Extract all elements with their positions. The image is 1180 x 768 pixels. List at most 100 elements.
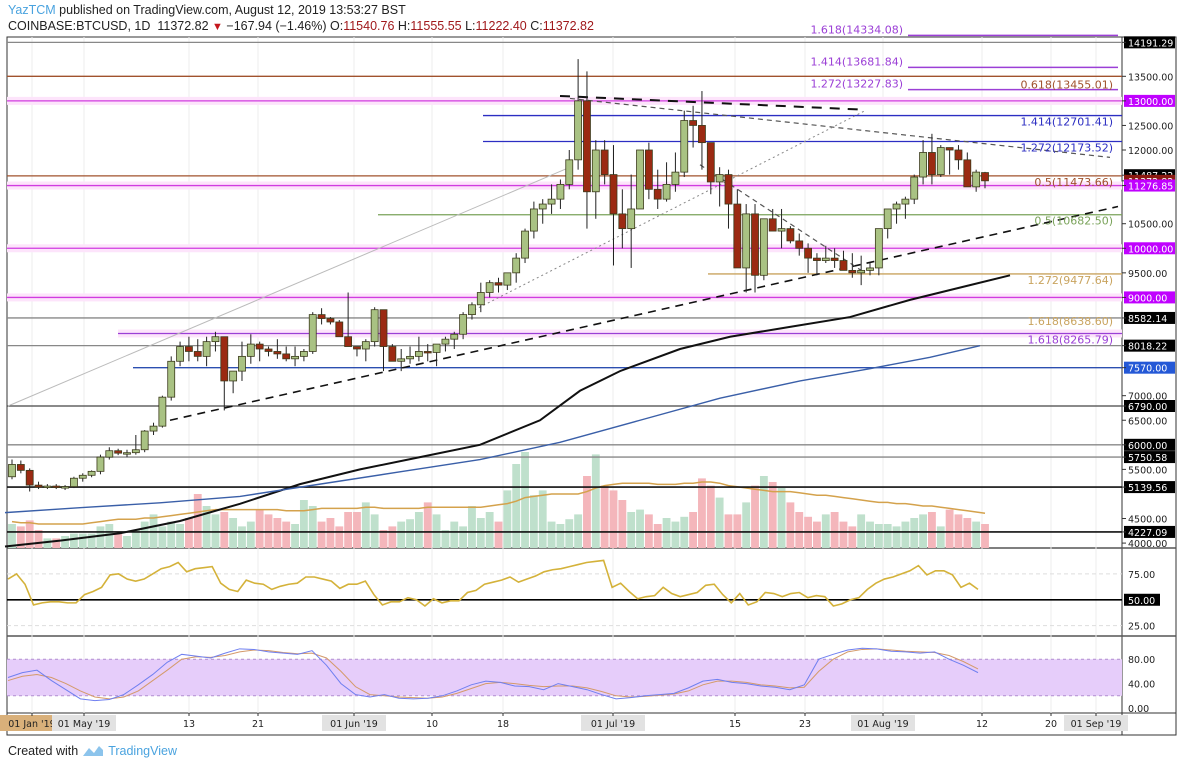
candle[interactable] — [813, 257, 821, 261]
candle[interactable] — [636, 149, 644, 210]
candle[interactable] — [627, 208, 636, 230]
candle[interactable] — [459, 314, 468, 335]
candle[interactable] — [140, 430, 149, 451]
candle[interactable] — [928, 152, 936, 175]
candle[interactable] — [8, 464, 16, 478]
candle[interactable] — [963, 159, 972, 188]
candle[interactable] — [238, 355, 246, 372]
dotted-channel-line[interactable] — [469, 110, 866, 313]
candle[interactable] — [583, 100, 591, 193]
candle[interactable] — [565, 159, 574, 185]
candle[interactable] — [839, 260, 848, 271]
tradingview-brand-link[interactable]: TradingView — [108, 744, 177, 758]
candle[interactable] — [450, 333, 459, 340]
candle[interactable] — [653, 188, 662, 200]
candle[interactable] — [618, 213, 627, 230]
dashed-downtrend-line[interactable] — [699, 164, 866, 274]
candle[interactable] — [25, 469, 34, 486]
candle[interactable] — [185, 346, 193, 352]
candle[interactable] — [689, 120, 697, 126]
candle[interactable] — [299, 351, 308, 357]
candle[interactable] — [193, 351, 202, 357]
candle[interactable] — [61, 486, 69, 489]
candle[interactable] — [521, 230, 529, 259]
candle[interactable] — [361, 341, 370, 350]
candle[interactable] — [87, 470, 96, 476]
candle[interactable] — [883, 208, 892, 230]
candle[interactable] — [344, 336, 353, 347]
candle[interactable] — [936, 147, 945, 175]
candle[interactable] — [804, 247, 812, 259]
candle[interactable] — [423, 351, 432, 354]
candle[interactable] — [901, 198, 910, 205]
candle[interactable] — [591, 149, 600, 193]
candle[interactable] — [972, 171, 981, 188]
candle[interactable] — [255, 343, 264, 350]
candle[interactable] — [379, 309, 388, 347]
candle[interactable] — [556, 184, 565, 200]
candle[interactable] — [574, 100, 583, 161]
candle[interactable] — [70, 477, 78, 487]
trendline-thin[interactable] — [7, 166, 571, 407]
candle[interactable] — [724, 174, 733, 205]
candle[interactable] — [821, 257, 830, 261]
candle[interactable] — [158, 396, 167, 427]
candle[interactable] — [291, 355, 299, 360]
candle[interactable] — [353, 346, 361, 350]
candle[interactable] — [512, 257, 521, 274]
candle[interactable] — [671, 171, 680, 185]
candle[interactable] — [600, 149, 609, 175]
candle[interactable] — [857, 269, 866, 274]
candle[interactable] — [547, 198, 556, 205]
candle[interactable] — [662, 184, 671, 200]
dashed-descending-line[interactable] — [569, 97, 1111, 158]
author-link[interactable]: YazTCM — [8, 3, 56, 17]
candle[interactable] — [733, 203, 742, 269]
candle[interactable] — [96, 456, 105, 472]
candle[interactable] — [848, 269, 857, 274]
candle[interactable] — [468, 304, 476, 316]
candle[interactable] — [16, 464, 25, 471]
candle[interactable] — [503, 272, 512, 286]
candle[interactable] — [768, 218, 777, 232]
candle[interactable] — [644, 149, 653, 190]
candle[interactable] — [220, 336, 229, 382]
candle[interactable] — [830, 257, 839, 261]
candle[interactable] — [538, 203, 547, 210]
candle[interactable] — [892, 203, 901, 210]
candle[interactable] — [795, 240, 804, 249]
candle[interactable] — [706, 142, 715, 183]
candle[interactable] — [264, 348, 273, 352]
candle[interactable] — [202, 341, 211, 357]
candle[interactable] — [34, 484, 43, 488]
candle[interactable] — [149, 425, 158, 432]
candle[interactable] — [273, 351, 282, 355]
candle[interactable] — [954, 149, 963, 161]
candle[interactable] — [229, 370, 238, 382]
candle[interactable] — [176, 346, 184, 362]
candle[interactable] — [494, 282, 503, 286]
candle[interactable] — [786, 228, 795, 242]
candle[interactable] — [326, 318, 335, 323]
candle[interactable] — [131, 449, 140, 454]
candle[interactable] — [945, 147, 954, 151]
candle[interactable] — [414, 351, 423, 357]
candle[interactable] — [78, 474, 87, 479]
candle[interactable] — [910, 176, 919, 200]
candle[interactable] — [246, 343, 255, 357]
candle[interactable] — [167, 360, 176, 398]
candle[interactable] — [759, 218, 768, 276]
candle[interactable] — [698, 125, 706, 144]
candle[interactable] — [370, 309, 379, 343]
candle[interactable] — [476, 292, 485, 306]
dashed-support-line[interactable] — [169, 205, 1119, 422]
candle[interactable] — [114, 450, 123, 454]
candle[interactable] — [211, 336, 220, 343]
candle[interactable] — [335, 321, 344, 338]
candle[interactable] — [715, 174, 724, 183]
candle[interactable] — [123, 452, 131, 455]
candle[interactable] — [105, 450, 114, 458]
candle[interactable] — [529, 208, 538, 232]
candle[interactable] — [397, 358, 406, 362]
